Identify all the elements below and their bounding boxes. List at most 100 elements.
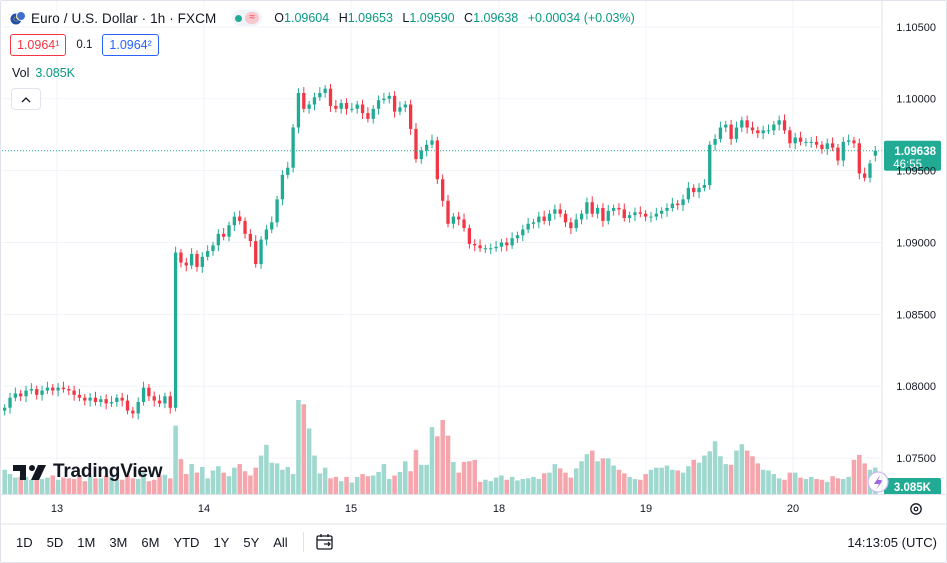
candle-body[interactable] [339, 103, 343, 109]
candle-body[interactable] [435, 140, 439, 180]
range-1m-button[interactable]: 1M [77, 534, 96, 550]
candle-body[interactable] [286, 167, 290, 175]
candle-body[interactable] [686, 187, 691, 200]
candle-body[interactable] [676, 203, 680, 206]
candle-body[interactable] [740, 120, 744, 128]
settings-gear-icon[interactable] [910, 503, 922, 515]
range-ytd-button[interactable]: YTD [173, 534, 200, 550]
candle-body[interactable] [173, 252, 178, 408]
candle-body[interactable] [451, 216, 456, 224]
utc-clock[interactable]: 14:13:05 (UTC) [847, 534, 937, 550]
range-3m-button[interactable]: 3M [109, 534, 128, 550]
candle-body[interactable] [131, 410, 135, 414]
range-5d-button[interactable]: 5D [46, 534, 64, 550]
candle-body[interactable] [270, 222, 274, 230]
candle-body[interactable] [649, 216, 653, 218]
candle-body[interactable] [280, 174, 285, 200]
candle-body[interactable] [494, 246, 498, 249]
candle-body[interactable] [222, 233, 226, 237]
candle-body[interactable] [499, 242, 504, 247]
candle-body[interactable] [61, 387, 66, 390]
candle-body[interactable] [713, 138, 717, 145]
range-1y-button[interactable]: 1Y [213, 534, 230, 550]
candle-body[interactable] [104, 399, 108, 404]
buy-button[interactable]: 1.0964² [102, 34, 159, 56]
candle-body[interactable] [430, 140, 434, 145]
candle-body[interactable] [633, 212, 637, 216]
candle-body[interactable] [724, 124, 728, 128]
candle-body[interactable] [579, 213, 584, 220]
candle-body[interactable] [19, 393, 23, 397]
candle-body[interactable] [259, 239, 263, 265]
candle-body[interactable] [147, 387, 151, 397]
candle-body[interactable] [595, 207, 600, 214]
candle-body[interactable] [200, 256, 204, 267]
candle-body[interactable] [323, 88, 327, 93]
candle-body[interactable] [772, 124, 776, 131]
range-5y-button[interactable]: 5Y [243, 534, 260, 550]
candle-body[interactable] [232, 216, 237, 226]
candle-body[interactable] [750, 127, 755, 131]
market-status[interactable]: ≈ [232, 10, 263, 26]
candle-body[interactable] [782, 120, 787, 131]
candle-body[interactable] [24, 390, 28, 397]
candle-body[interactable] [857, 143, 861, 174]
candle-body[interactable] [238, 216, 242, 221]
candle-body[interactable] [505, 242, 509, 246]
candle-body[interactable] [376, 100, 381, 109]
candle-body[interactable] [382, 98, 386, 101]
candle-body[interactable] [120, 397, 124, 401]
calendar-goto-icon[interactable] [314, 532, 336, 552]
candle-body[interactable] [531, 222, 536, 224]
candle-body[interactable] [462, 219, 466, 229]
candle-body[interactable] [558, 209, 562, 214]
candle-body[interactable] [419, 150, 423, 160]
candle-body[interactable] [590, 202, 594, 214]
candle-body[interactable] [526, 223, 530, 230]
candle-body[interactable] [563, 213, 568, 223]
candle-body[interactable] [360, 104, 365, 114]
candle-body[interactable] [761, 130, 765, 134]
candle-body[interactable] [446, 200, 450, 224]
candle-body[interactable] [868, 163, 872, 178]
candle-body[interactable] [478, 245, 482, 249]
candle-body[interactable] [643, 213, 648, 217]
candle-body[interactable] [99, 399, 103, 403]
candle-body[interactable] [328, 88, 333, 106]
candle-body[interactable] [254, 241, 258, 265]
candles[interactable] [3, 83, 877, 420]
candle-body[interactable] [307, 104, 311, 109]
candle-body[interactable] [836, 147, 840, 161]
candle-body[interactable] [344, 103, 349, 109]
candle-body[interactable] [611, 207, 616, 211]
candle-body[interactable] [862, 173, 867, 178]
sell-button[interactable]: 1.0964¹ [10, 34, 67, 56]
candle-body[interactable] [371, 108, 375, 119]
candle-body[interactable] [184, 262, 188, 266]
range-all-button[interactable]: All [273, 534, 288, 550]
candle-body[interactable] [820, 144, 824, 150]
candle-body[interactable] [617, 207, 621, 210]
candle-body[interactable] [189, 253, 194, 266]
candle-body[interactable] [814, 141, 819, 145]
candle-body[interactable] [830, 143, 835, 148]
candle-body[interactable] [745, 120, 749, 128]
candle-body[interactable] [29, 389, 34, 391]
candle-body[interactable] [355, 104, 359, 109]
candle-body[interactable] [45, 387, 50, 391]
candle-body[interactable] [248, 233, 253, 242]
candle-body[interactable] [93, 397, 98, 403]
candle-body[interactable] [660, 210, 664, 214]
candle-body[interactable] [56, 387, 60, 391]
candle-body[interactable] [227, 225, 231, 237]
candle-body[interactable] [670, 203, 675, 208]
candle-body[interactable] [521, 229, 525, 236]
candle-body[interactable] [243, 220, 247, 234]
candle-body[interactable] [729, 124, 733, 139]
candle-body[interactable] [777, 120, 781, 125]
candle-body[interactable] [846, 140, 851, 142]
candle-body[interactable] [441, 179, 445, 201]
candle-body[interactable] [136, 402, 140, 414]
candle-body[interactable] [109, 402, 114, 404]
candle-body[interactable] [152, 396, 156, 401]
